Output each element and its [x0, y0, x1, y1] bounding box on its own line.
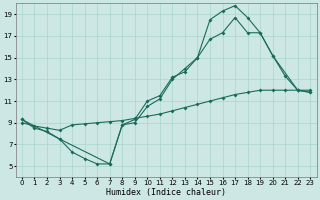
- X-axis label: Humidex (Indice chaleur): Humidex (Indice chaleur): [106, 188, 226, 197]
